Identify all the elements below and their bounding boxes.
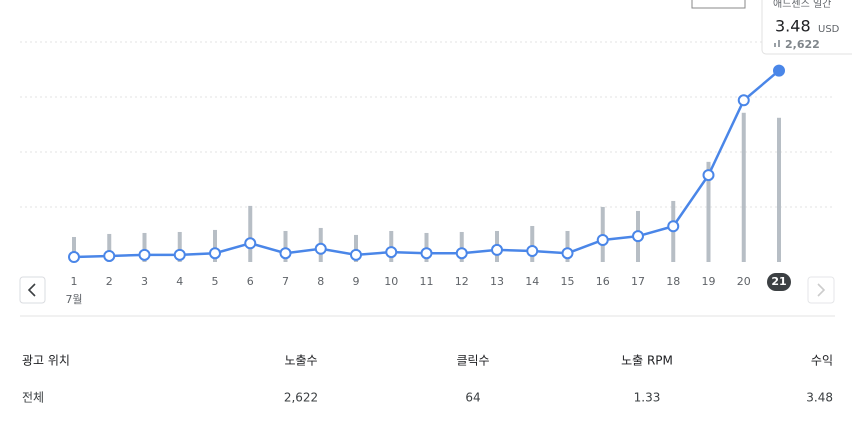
- bar: [213, 229, 217, 262]
- top-button[interactable]: [691, 0, 746, 9]
- x-tick-label: 10: [384, 275, 398, 288]
- x-tick-label: 15: [561, 275, 575, 288]
- bar: [741, 112, 746, 262]
- point: [420, 247, 433, 260]
- point: [138, 248, 151, 261]
- point: [209, 247, 221, 260]
- point: [737, 94, 750, 107]
- x-tick-label: 19: [702, 275, 716, 288]
- table-header: 클릭수: [456, 354, 489, 368]
- next-icon: [817, 283, 826, 297]
- point: [279, 247, 292, 260]
- table-cell: 전체: [22, 391, 44, 405]
- x-tick-label: 7: [282, 275, 289, 288]
- point: [314, 242, 327, 255]
- plot: 1 2 3 4 5 6 7 8 9 10 11 12 13 14 15 16 17 18 19 20 21: [68, 64, 791, 291]
- point: [491, 243, 503, 256]
- icon: [774, 43, 776, 47]
- point: [350, 248, 362, 261]
- prev-button[interactable]: [19, 276, 46, 304]
- table-cell: 64: [465, 391, 480, 405]
- bar: [706, 161, 711, 262]
- table-header: 노출수: [284, 354, 317, 368]
- point: [632, 230, 644, 243]
- point: [103, 249, 116, 262]
- prev-icon: [27, 283, 36, 297]
- point: [596, 234, 609, 246]
- bar: [283, 230, 288, 262]
- x-tick-label: 8: [317, 275, 324, 288]
- point: [385, 246, 398, 259]
- x-tick-label: 2: [106, 275, 113, 288]
- x-tick-label: 1: [71, 275, 78, 288]
- point: [773, 64, 785, 77]
- prev-box[interactable]: [19, 276, 46, 304]
- table-cell: 2,622: [284, 391, 318, 405]
- x-tick-label: 20: [737, 275, 751, 288]
- bar: [565, 230, 570, 262]
- x-tick-label: 5: [212, 275, 219, 288]
- point: [667, 220, 680, 233]
- bar: [248, 205, 253, 262]
- table-cell: 3.48: [806, 391, 833, 405]
- x-tick-label: 3: [141, 275, 148, 288]
- bar: [107, 233, 112, 262]
- bar: [459, 231, 464, 262]
- x-tick-label: 13: [490, 275, 504, 288]
- bar: [530, 225, 535, 262]
- next-box[interactable]: [807, 276, 835, 304]
- x-tick-label: 18: [666, 275, 680, 288]
- x-tick-label: 14: [525, 275, 539, 288]
- bar: [72, 236, 76, 262]
- selected-marker: [767, 273, 791, 291]
- tooltip-value: 3.48: [775, 17, 811, 36]
- table-header: 수익: [811, 354, 833, 368]
- point: [526, 245, 539, 257]
- table-header: 노출 RPM: [621, 354, 673, 368]
- tooltip-label: 애드센스 일간: [773, 0, 831, 10]
- x-tick-label: 12: [455, 275, 469, 288]
- x-tick-label: 9: [353, 275, 360, 288]
- point: [244, 237, 257, 250]
- tooltip-box: [761, 0, 852, 55]
- bar: [177, 231, 182, 262]
- bar: [142, 232, 147, 262]
- x-tick-label: 17: [631, 275, 645, 288]
- icon: [778, 40, 780, 47]
- point: [561, 247, 574, 260]
- tooltip: 애드센스 일간 3.48 USD 2,622: [761, 0, 852, 55]
- point: [455, 247, 468, 260]
- x-tick-label: 4: [176, 275, 183, 288]
- x-tick-label: 16: [596, 275, 610, 288]
- bar: [354, 234, 358, 262]
- point: [68, 251, 80, 264]
- x-tick-label: 11: [420, 275, 434, 288]
- x-tick-label: 21: [771, 275, 786, 288]
- x-tick-label: 6: [247, 275, 254, 288]
- bar: [777, 117, 781, 262]
- tooltip-impressions: 2,622: [785, 38, 820, 51]
- table-cell: 1.33: [634, 391, 661, 405]
- month-label: 7월: [65, 293, 82, 306]
- point: [173, 248, 186, 261]
- next-button[interactable]: [807, 276, 835, 304]
- point: [702, 169, 715, 182]
- tooltip-unit: USD: [818, 24, 840, 35]
- table-header: 광고 위치: [22, 354, 70, 368]
